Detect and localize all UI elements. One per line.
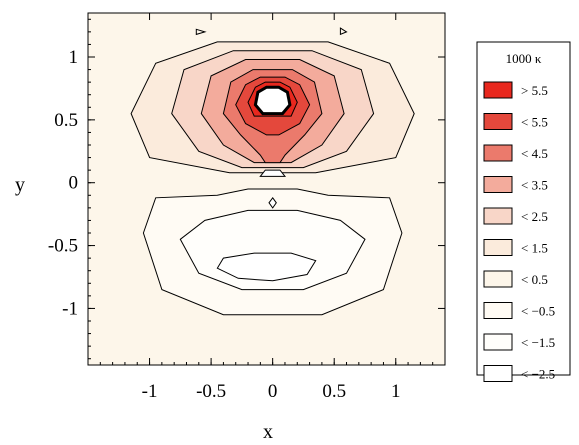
x-tick-label: -0.5 <box>196 381 226 402</box>
axes: -1 -0.5 0 0.5 1 1 0.5 0 -0.5 -1 <box>48 12 446 402</box>
legend-label: < 2.5 <box>521 209 548 224</box>
x-tick-label: 0 <box>268 381 278 402</box>
x-tick-label: 1 <box>391 381 401 402</box>
y-tick-label: -1 <box>62 298 78 319</box>
top-mark-left <box>195 28 207 36</box>
legend-title: 1000 κ <box>506 51 542 66</box>
legend-swatch <box>483 302 513 319</box>
plot-frame <box>87 12 446 366</box>
plot-area <box>88 13 445 365</box>
y-tick-label: 1 <box>69 47 79 68</box>
legend-swatch <box>483 144 513 162</box>
x-tick-label: -1 <box>142 381 158 402</box>
legend-label: < 3.5 <box>521 178 548 193</box>
legend-label: < 1.5 <box>521 241 548 256</box>
legend-swatch <box>483 270 513 288</box>
y-tick-label: 0.5 <box>54 110 78 131</box>
contour-lower-2 <box>216 252 317 282</box>
legend-label: < −0.5 <box>521 304 555 319</box>
legend: 1000 κ > 5.5 < 5.5 < 4.5 < 3.5 < 2.5 < 1.5 < 0.… <box>476 41 571 382</box>
legend-swatch <box>483 239 513 256</box>
legend-label: < −1.5 <box>521 335 555 350</box>
legend-label: < −2.5 <box>521 367 555 382</box>
legend-label: < 5.5 <box>521 115 548 130</box>
legend-swatch <box>483 176 513 193</box>
x-axis-label: x <box>263 421 273 443</box>
legend-swatch <box>483 365 513 382</box>
legend-label: < 4.5 <box>521 146 548 161</box>
center-gap <box>259 169 287 177</box>
core-region <box>253 85 292 116</box>
y-tick-label: -0.5 <box>48 236 78 257</box>
x-tick-label: 0.5 <box>322 381 346 402</box>
y-tick-label: 0 <box>69 173 79 194</box>
y-axis-label: y <box>15 174 25 196</box>
legend-swatch <box>483 81 513 99</box>
legend-label: < 0.5 <box>521 272 548 287</box>
top-mark-right <box>339 27 348 36</box>
small-diamond <box>268 196 277 209</box>
legend-swatch <box>483 333 513 351</box>
legend-label: > 5.5 <box>521 83 548 98</box>
legend-swatch <box>483 207 513 225</box>
legend-swatch <box>483 113 513 130</box>
